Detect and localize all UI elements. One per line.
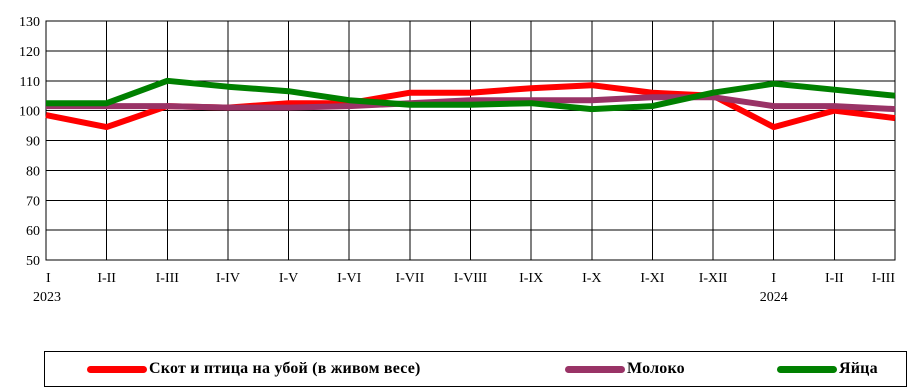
legend-item-livestock: Скот и птица на убой (в живом весе) [87,352,421,386]
y-tick-label: 120 [19,45,40,60]
x-year-label: 2023 [33,290,61,305]
y-tick-label: 110 [20,75,40,90]
plot-area-border [45,20,896,261]
legend-swatch-livestock [87,365,147,373]
x-tick-label: I-IV [216,271,240,286]
legend-swatch-eggs [777,365,837,373]
y-tick-label: 130 [19,15,40,30]
y-tick-label: 60 [26,224,40,239]
x-tick-label: I-XI [640,271,664,286]
series-line-eggs [46,77,896,113]
x-tick-label: I-VII [395,271,424,286]
legend-label-livestock: Скот и птица на убой (в живом весе) [149,360,421,377]
x-tick-label: I-II [97,271,116,286]
x-tick-label: I-III [872,271,896,286]
y-axis-ticks: 50 60 70 80 90 100 110 120 130 [19,15,40,269]
x-tick-label: I [46,271,51,286]
series-lines [45,77,896,131]
series-line-milk [46,94,896,113]
legend-label-milk: Молоко [627,360,685,377]
x-tick-label: I-II [825,271,844,286]
legend-label-eggs: Яйца [839,360,878,377]
x-tick-label: I-VIII [454,271,488,286]
legend-swatch-milk [565,365,625,373]
y-tick-label: 100 [19,105,40,120]
legend-item-milk: Молоко [565,352,685,386]
y-tick-label: 70 [26,194,40,209]
legend: Скот и птица на убой (в живом весе) Моло… [44,351,907,387]
x-tick-label: I-XII [699,271,728,286]
x-tick-label: I-VI [337,271,361,286]
x-tick-label: I-III [156,271,180,286]
y-tick-label: 50 [26,254,40,269]
x-year-label: 2024 [760,290,788,305]
gridlines [45,20,896,261]
y-tick-label: 80 [26,164,40,179]
x-tick-label: I-V [279,271,298,286]
x-tick-label: I-X [582,271,601,286]
x-tick-label: I [771,271,776,286]
x-tick-label: I-IX [519,271,543,286]
y-tick-label: 90 [26,135,40,150]
legend-item-eggs: Яйца [777,352,878,386]
